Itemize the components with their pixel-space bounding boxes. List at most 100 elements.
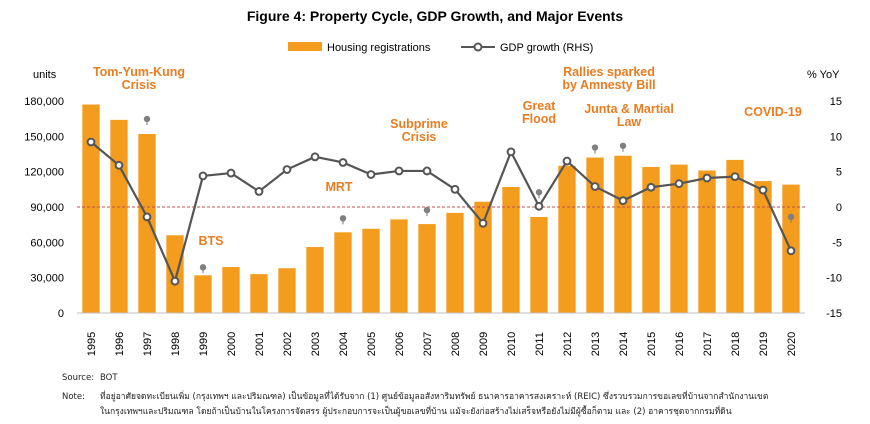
legend-line-label: GDP growth (RHS) — [500, 42, 593, 54]
note-label: Note: — [62, 392, 85, 402]
y-right-tick-label: 15 — [830, 96, 842, 108]
note-line-1: Note: ที่อยู่อาศัยจดทะเบียนเพิ่ม (กรุงเทพ… — [62, 389, 768, 403]
note-text-1: ที่อยู่อาศัยจดทะเบียนเพิ่ม (กรุงเทพฯ และ… — [100, 392, 769, 402]
gdp-point — [86, 137, 96, 147]
housing-bar — [502, 186, 520, 313]
x-tick-label: 2003 — [310, 332, 322, 356]
y-left-tick-label: 60,000 — [30, 237, 64, 249]
gdp-point — [142, 212, 152, 222]
annotation-label: MRT — [325, 180, 352, 194]
annotation-marker — [199, 264, 207, 271]
x-tick-label: 2001 — [254, 332, 266, 356]
gdp-point — [646, 182, 656, 192]
housing-bar — [418, 224, 436, 313]
gdp-point — [478, 218, 488, 228]
x-tick-label: 1995 — [86, 332, 98, 356]
property-cycle-chart: Figure 4: Property Cycle, GDP Growth, an… — [24, 8, 842, 356]
x-tick-label: 2010 — [506, 332, 518, 356]
annotation-marker — [339, 215, 347, 222]
y-right-tick-label: 10 — [830, 131, 842, 143]
housing-bar — [362, 228, 380, 313]
annotation-marker — [787, 213, 795, 221]
gdp-point — [394, 166, 404, 176]
housing-bar — [558, 165, 576, 313]
annotation-label: Law — [617, 115, 642, 129]
gdp-point — [170, 276, 180, 286]
housing-bar — [530, 217, 548, 313]
y-left-axis-label: units — [33, 69, 57, 81]
annotation-marker — [591, 144, 599, 151]
gdp-point — [786, 246, 796, 256]
y-left-tick-label: 0 — [58, 308, 64, 320]
legend-bar-swatch — [288, 42, 322, 51]
gdp-point — [590, 182, 600, 191]
source-text: BOT — [100, 373, 118, 383]
x-axis-labels: 1995 1996 1997 1998 1999 2000 2001 2002 2003 2004… — [86, 332, 798, 356]
legend: Housing registrations GDP growth (RHS) — [288, 42, 593, 54]
gdp-point — [310, 152, 320, 162]
housing-bar — [222, 267, 240, 313]
annotation-label: Crisis — [122, 78, 157, 92]
housing-bar — [250, 274, 268, 313]
x-tick-label: 1997 — [142, 332, 154, 356]
annotation-label: Great — [523, 99, 556, 113]
y-left-tick-label: 90,000 — [30, 202, 64, 214]
annotation-label: BTS — [199, 234, 224, 248]
housing-bar — [670, 164, 688, 313]
x-tick-label: 2007 — [422, 332, 434, 356]
gdp-point — [702, 173, 712, 183]
y-left-tick-label: 120,000 — [24, 167, 64, 179]
x-tick-label: 2013 — [590, 332, 602, 356]
annotation-label: Flood — [522, 112, 556, 126]
source-label: Source: — [62, 373, 95, 383]
y-left-tick-label: 30,000 — [30, 273, 64, 285]
y-left-ticks: 0 30,000 60,000 90,000 120,000 150,000 180,000 — [24, 96, 64, 320]
gdp-point — [674, 179, 684, 189]
annotation-label: Junta & Martial — [584, 102, 674, 116]
x-tick-label: 2019 — [758, 332, 770, 356]
gdp-point — [226, 168, 236, 178]
gdp-point — [758, 185, 768, 195]
gdp-point — [338, 158, 348, 167]
housing-bar — [82, 104, 100, 314]
y-right-ticks: -15 -10 -5 0 5 10 15 — [826, 96, 842, 320]
gdp-growth-line — [86, 137, 796, 286]
housing-bar — [306, 247, 324, 313]
housing-bar — [278, 268, 296, 313]
x-tick-label: 2005 — [366, 332, 378, 356]
x-tick-label: 2015 — [646, 332, 658, 356]
housing-bar — [194, 275, 212, 313]
gdp-point — [198, 171, 208, 181]
housing-bar — [166, 235, 184, 313]
x-tick-label: 1996 — [114, 332, 126, 356]
gdp-point — [366, 170, 376, 179]
housing-bar — [474, 201, 492, 313]
chart-title: Figure 4: Property Cycle, GDP Growth, an… — [247, 8, 623, 24]
gdp-point — [254, 187, 264, 196]
x-tick-label: 1998 — [170, 332, 182, 356]
annotation-marker — [619, 142, 627, 149]
annotation-label: Rallies sparked — [563, 65, 655, 79]
gdp-point — [422, 166, 432, 176]
y-right-tick-label: -5 — [832, 237, 842, 249]
x-tick-label: 2000 — [226, 332, 238, 356]
housing-bar — [110, 119, 128, 313]
annotation-label: Subprime — [390, 117, 448, 131]
x-tick-label: 2014 — [618, 332, 630, 356]
note-line-2: ในกรุงเทพฯและปริมณฑล โดยถ้าเป็นบ้านในโคร… — [62, 404, 732, 418]
housing-bar — [726, 159, 744, 313]
housing-bar — [446, 212, 464, 313]
x-tick-label: 2018 — [730, 332, 742, 356]
x-tick-label: 2011 — [534, 332, 546, 356]
annotation-label: by Amnesty Bill — [562, 78, 655, 92]
gdp-point — [730, 172, 740, 182]
gdp-point — [282, 165, 292, 174]
housing-bar — [754, 181, 772, 313]
y-right-tick-label: 0 — [836, 202, 842, 214]
annotation-marker — [535, 189, 543, 196]
legend-line-marker — [473, 42, 483, 52]
y-left-tick-label: 180,000 — [24, 96, 64, 108]
gdp-point — [562, 156, 572, 166]
event-annotations: Tom-Yum-KungCrisisBTSMRTSubprimeCrisisGr… — [93, 65, 802, 274]
housing-bar — [390, 219, 408, 313]
